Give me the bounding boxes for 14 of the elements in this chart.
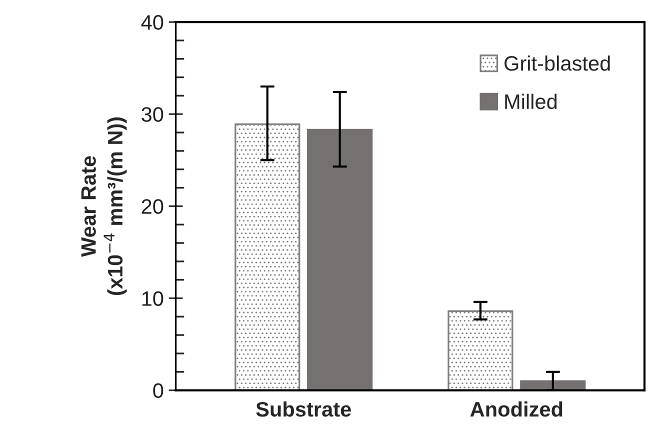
y-tick-label: 20 bbox=[142, 199, 164, 214]
y-axis-title: Wear Rate (x10$^{−4}$ mm³/(m N)) bbox=[81, 117, 127, 296]
bar bbox=[448, 310, 514, 390]
legend-label: Milled bbox=[505, 94, 557, 110]
bar bbox=[520, 380, 586, 390]
y-tick-label: 10 bbox=[142, 291, 164, 306]
y-tick-label: 0 bbox=[153, 383, 164, 398]
legend-label: Grit-blasted bbox=[504, 55, 610, 71]
x-tick-label: Substrate bbox=[256, 401, 351, 417]
x-tick-label: Anodized bbox=[470, 401, 562, 417]
y-tick-label: 30 bbox=[142, 107, 164, 122]
bar bbox=[234, 123, 300, 390]
y-tick-label: 40 bbox=[141, 15, 164, 30]
bar bbox=[307, 128, 373, 390]
